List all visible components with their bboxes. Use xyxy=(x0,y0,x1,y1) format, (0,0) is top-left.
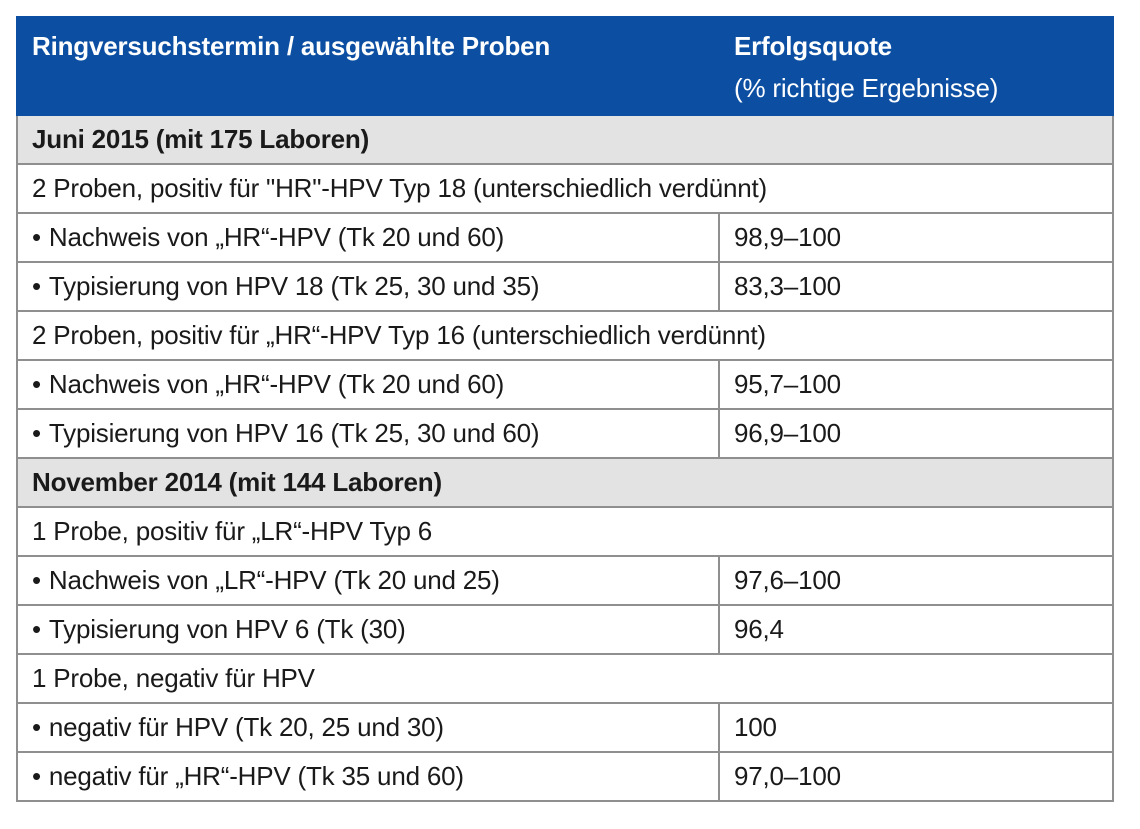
bullet-icon: • xyxy=(32,614,41,644)
test-label-cell: • Nachweis von „HR“-HPV (Tk 20 und 60) xyxy=(16,359,720,410)
bullet-icon: • xyxy=(32,222,41,252)
test-label-cell: • Typisierung von HPV 16 (Tk 25, 30 und 6… xyxy=(16,408,720,459)
bullet-icon: • xyxy=(32,369,41,399)
success-rate-cell: 95,7–100 xyxy=(718,359,1114,410)
bullet-icon: • xyxy=(32,271,41,301)
test-label-cell: • negativ für „HR“-HPV (Tk 35 und 60) xyxy=(16,751,720,802)
table-row: • Nachweis von „HR“-HPV (Tk 20 und 60) 98,… xyxy=(16,212,1114,263)
table-row: • Nachweis von „LR“-HPV (Tk 20 und 25) 97,… xyxy=(16,555,1114,606)
bullet-icon: • xyxy=(32,565,41,595)
sample-group-row: 2 Proben, positiv für „HR“-HPV Typ 16 (u… xyxy=(16,310,1114,361)
sample-group-label: 1 Probe, negativ für HPV xyxy=(16,653,1114,704)
sample-group-row: 1 Probe, positiv für „LR“-HPV Typ 6 xyxy=(16,506,1114,557)
test-label-cell: • Nachweis von „LR“-HPV (Tk 20 und 25) xyxy=(16,555,720,606)
sample-group-label: 2 Proben, positiv für "HR"-HPV Typ 18 (u… xyxy=(16,163,1114,214)
header-termin-label: Ringversuchstermin / ausgewählte Proben xyxy=(32,31,551,61)
test-label-cell: • Nachweis von „HR“-HPV (Tk 20 und 60) xyxy=(16,212,720,263)
results-table: Ringversuchstermin / ausgewählte Proben … xyxy=(16,16,1114,802)
header-cell-termin: Ringversuchstermin / ausgewählte Proben xyxy=(16,16,720,116)
section-header-row: Juni 2015 (mit 175 Laboren) xyxy=(16,114,1114,165)
section-header-row: November 2014 (mit 144 Laboren) xyxy=(16,457,1114,508)
bullet-icon: • xyxy=(32,712,41,742)
header-quote-title: Erfolgsquote xyxy=(734,31,892,61)
success-rate-cell: 97,6–100 xyxy=(718,555,1114,606)
table-row: • Nachweis von „HR“-HPV (Tk 20 und 60) 95,… xyxy=(16,359,1114,410)
success-rate-cell: 83,3–100 xyxy=(718,261,1114,312)
header-cell-quote: Erfolgsquote (% richtige Ergebnisse) xyxy=(718,16,1114,116)
table-row: • Typisierung von HPV 6 (Tk (30) 96,4 xyxy=(16,604,1114,655)
table-row: • negativ für HPV (Tk 20, 25 und 30) 100 xyxy=(16,702,1114,753)
success-rate-cell: 97,0–100 xyxy=(718,751,1114,802)
test-label: Nachweis von „LR“-HPV (Tk 20 und 25) xyxy=(48,565,500,595)
table-row: • Typisierung von HPV 18 (Tk 25, 30 und 3… xyxy=(16,261,1114,312)
table-row: • negativ für „HR“-HPV (Tk 35 und 60) 97,0… xyxy=(16,751,1114,802)
test-label-cell: • Typisierung von HPV 6 (Tk (30) xyxy=(16,604,720,655)
test-label: negativ für HPV (Tk 20, 25 und 30) xyxy=(48,712,444,742)
header-quote-subtitle: (% richtige Ergebnisse) xyxy=(734,73,999,103)
test-label: Typisierung von HPV 6 (Tk (30) xyxy=(48,614,406,644)
test-label-cell: • negativ für HPV (Tk 20, 25 und 30) xyxy=(16,702,720,753)
table-row: • Typisierung von HPV 16 (Tk 25, 30 und 6… xyxy=(16,408,1114,459)
table-body: Juni 2015 (mit 175 Laboren) 2 Proben, pos… xyxy=(16,114,1114,802)
success-rate-cell: 100 xyxy=(718,702,1114,753)
test-label-cell: • Typisierung von HPV 18 (Tk 25, 30 und 3… xyxy=(16,261,720,312)
test-label: Typisierung von HPV 18 (Tk 25, 30 und 35… xyxy=(48,271,540,301)
sample-group-label: 2 Proben, positiv für „HR“-HPV Typ 16 (u… xyxy=(16,310,1114,361)
test-label: Typisierung von HPV 16 (Tk 25, 30 und 60… xyxy=(48,418,540,448)
success-rate-cell: 98,9–100 xyxy=(718,212,1114,263)
sample-group-row: 2 Proben, positiv für "HR"-HPV Typ 18 (u… xyxy=(16,163,1114,214)
bullet-icon: • xyxy=(32,761,41,791)
test-label: negativ für „HR“-HPV (Tk 35 und 60) xyxy=(48,761,464,791)
test-label: Nachweis von „HR“-HPV (Tk 20 und 60) xyxy=(48,222,505,252)
section-header-label: November 2014 (mit 144 Laboren) xyxy=(16,457,1114,508)
bullet-icon: • xyxy=(32,418,41,448)
sample-group-row: 1 Probe, negativ für HPV xyxy=(16,653,1114,704)
success-rate-cell: 96,9–100 xyxy=(718,408,1114,459)
section-header-label: Juni 2015 (mit 175 Laboren) xyxy=(16,114,1114,165)
test-label: Nachweis von „HR“-HPV (Tk 20 und 60) xyxy=(48,369,505,399)
sample-group-label: 1 Probe, positiv für „LR“-HPV Typ 6 xyxy=(16,506,1114,557)
success-rate-cell: 96,4 xyxy=(718,604,1114,655)
table-header-row: Ringversuchstermin / ausgewählte Proben … xyxy=(16,16,1114,116)
